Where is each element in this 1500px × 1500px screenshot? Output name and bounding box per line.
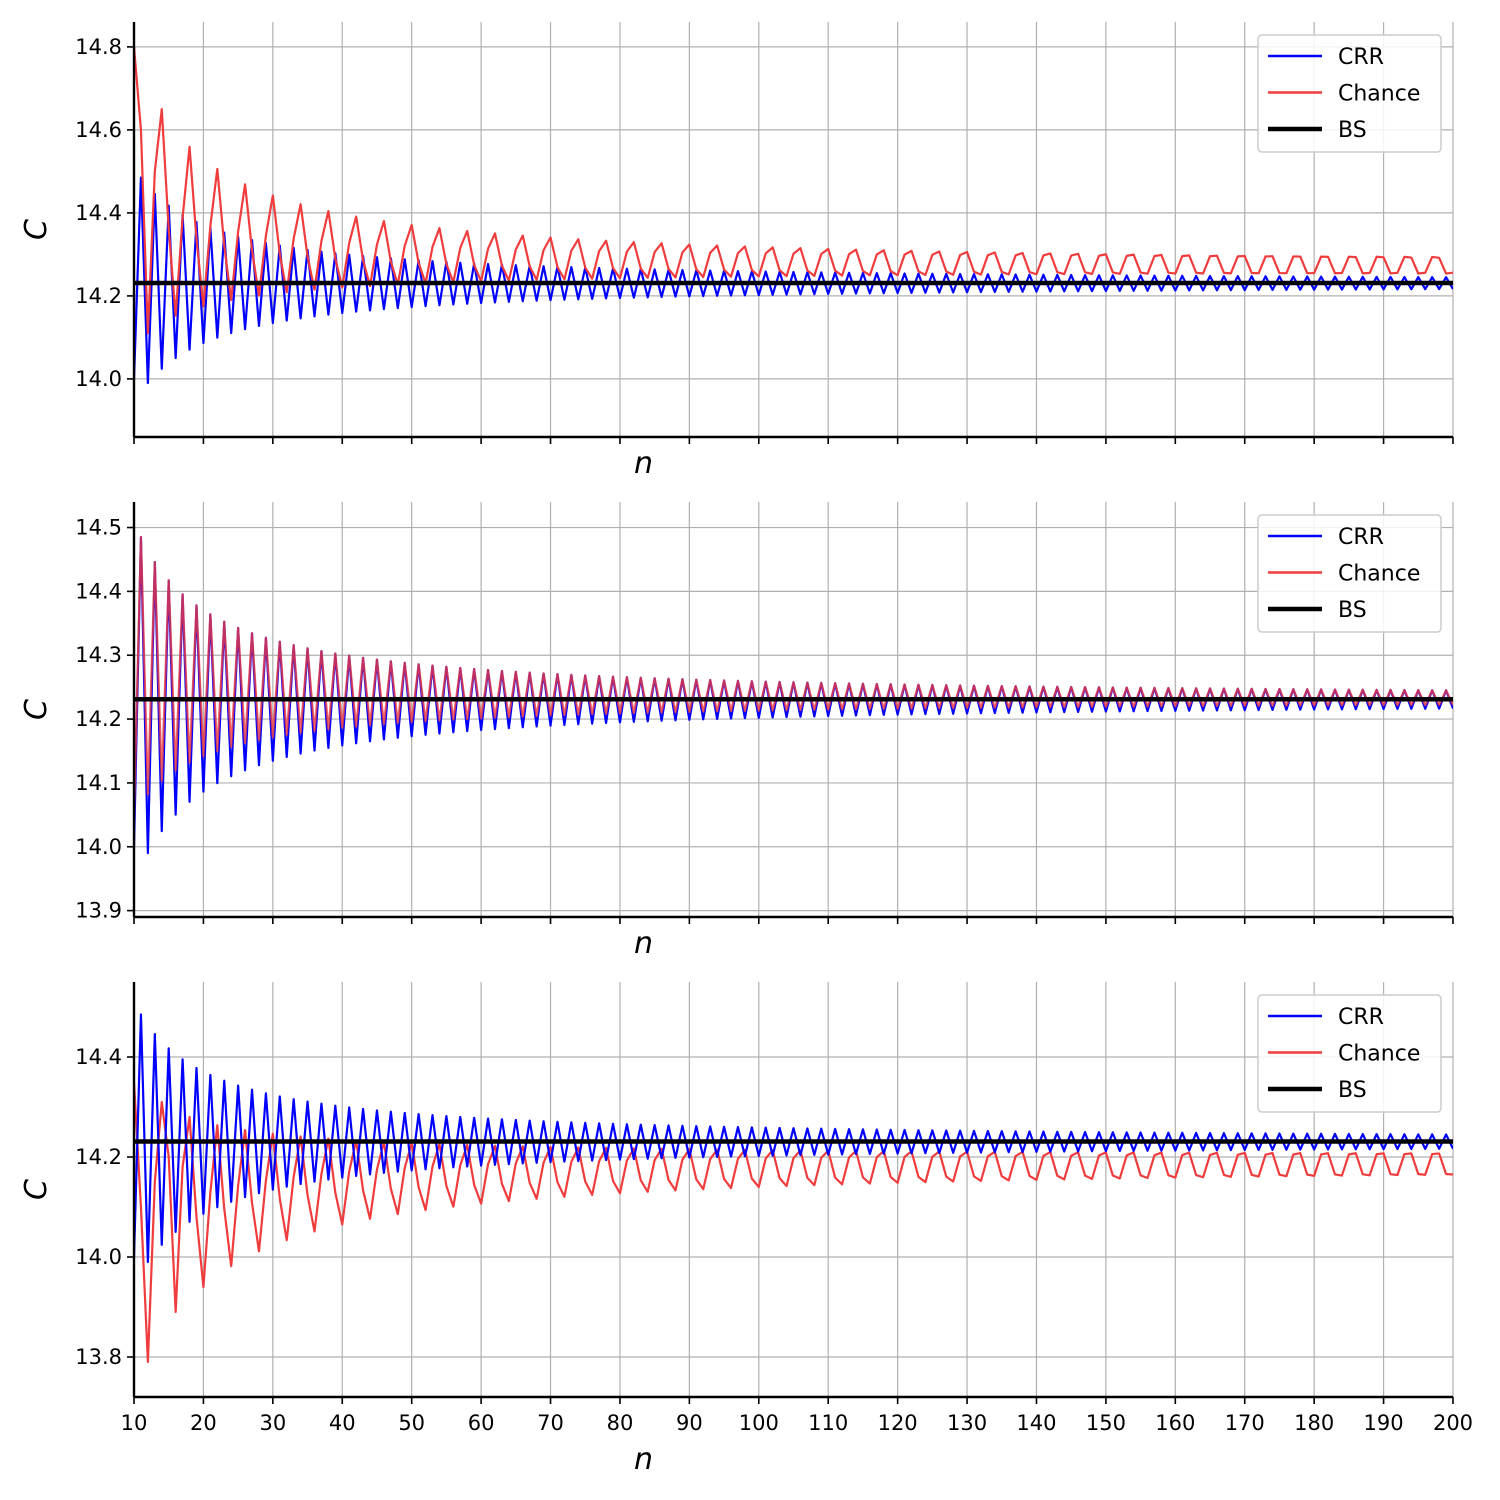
y-tick-label: 14.8	[75, 35, 122, 59]
x-tick-label: 110	[808, 1411, 848, 1435]
y-tick-label: 14.2	[75, 284, 122, 308]
legend: CRR Chance BS	[1257, 34, 1442, 153]
y-axis-label: C	[19, 1179, 54, 1200]
x-tick-label: 180	[1294, 1411, 1334, 1435]
x-tick-label: 90	[676, 1411, 703, 1435]
y-axis-label: C	[19, 219, 54, 240]
x-tick-label: 200	[1433, 1411, 1473, 1435]
y-tick-label: 14.2	[75, 707, 122, 731]
x-tick-label: 140	[1016, 1411, 1056, 1435]
y-tick-label: 14.4	[75, 1045, 122, 1069]
legend-label-chance: Chance	[1338, 562, 1420, 587]
chart-panel-middle: 13.9 14.0 14.1 14.2 14.3 14.4 14.5 n C CRR Chance B…	[19, 502, 1454, 961]
chart-panel-bottom: 13.8 14.0 14.2 14.4 10 20 30 40 50 60 70 80 90 100 110…	[19, 982, 1473, 1477]
x-tick-label: 120	[878, 1411, 918, 1435]
legend-label-crr: CRR	[1338, 525, 1384, 550]
legend-box	[1257, 514, 1442, 633]
y-tick-label: 14.1	[75, 771, 122, 795]
x-tick-label: 70	[537, 1411, 564, 1435]
y-tick-label: 14.4	[75, 579, 122, 603]
legend-label-bs: BS	[1338, 598, 1367, 623]
y-tick-label: 14.0	[75, 1245, 122, 1269]
y-tick-label: 14.6	[75, 118, 122, 142]
y-tick-label: 14.2	[75, 1145, 122, 1169]
series-lines	[134, 46, 1453, 385]
x-tick-label: 60	[468, 1411, 495, 1435]
series-lines	[134, 536, 1453, 855]
series-lines	[134, 1013, 1453, 1364]
chart-panel-top: 14.0 14.2 14.4 14.6 14.8 n C CRR Chance BS	[19, 22, 1454, 481]
legend-label-chance: Chance	[1338, 1042, 1420, 1067]
series-line-chance	[134, 46, 1453, 335]
legend-label-bs: BS	[1338, 1078, 1367, 1103]
legend: CRR Chance BS	[1257, 514, 1442, 633]
legend-label-bs: BS	[1338, 118, 1367, 143]
y-tick-label: 14.5	[75, 516, 122, 540]
x-tick-label: 100	[739, 1411, 779, 1435]
series-line-crr	[134, 176, 1453, 385]
y-axis-label: C	[19, 699, 54, 720]
x-tick-label: 170	[1225, 1411, 1265, 1435]
x-tick-label: 130	[947, 1411, 987, 1435]
x-tick-label: 50	[398, 1411, 425, 1435]
x-tick-label: 160	[1155, 1411, 1195, 1435]
x-axis-label: n	[634, 926, 653, 961]
x-tick-label: 80	[607, 1411, 634, 1435]
y-tick-label: 14.0	[75, 835, 122, 859]
grid	[133, 22, 1454, 437]
legend-label-crr: CRR	[1338, 45, 1384, 70]
x-tick-label: 10	[121, 1411, 148, 1435]
legend: CRR Chance BS	[1257, 994, 1442, 1113]
x-tick-label: 190	[1364, 1411, 1404, 1435]
series-line-crr	[134, 1013, 1453, 1264]
legend-label-crr: CRR	[1338, 1005, 1384, 1030]
y-tick-label: 14.3	[75, 643, 122, 667]
series-line-chance	[134, 536, 1453, 815]
x-axis-label: n	[634, 1442, 653, 1477]
x-tick-label: 30	[259, 1411, 286, 1435]
x-axis-label: n	[634, 446, 653, 481]
y-tick-label: 14.0	[75, 367, 122, 391]
y-tick-label: 13.8	[75, 1345, 122, 1369]
series-line-chance	[134, 1081, 1453, 1364]
legend-label-chance: Chance	[1338, 82, 1420, 107]
x-tick-label: 20	[190, 1411, 217, 1435]
y-tick-label: 14.4	[75, 201, 122, 225]
legend-box	[1257, 34, 1442, 153]
legend-box	[1257, 994, 1442, 1113]
y-tick-label: 13.9	[75, 899, 122, 923]
grid	[133, 982, 1454, 1397]
x-tick-label: 150	[1086, 1411, 1126, 1435]
x-tick-label: 40	[329, 1411, 356, 1435]
